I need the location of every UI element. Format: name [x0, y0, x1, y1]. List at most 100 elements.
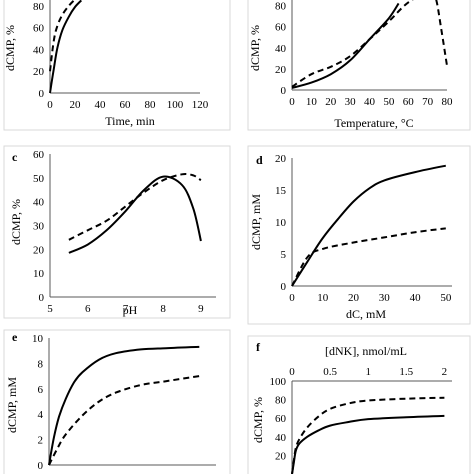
panel-d-ytick-label: 15: [275, 185, 287, 197]
panel-a-series-dashed-line: [49, 0, 76, 72]
panel-a-ytick-label: 0: [39, 88, 45, 100]
panel-d-ytick-label: 0: [281, 281, 287, 293]
panel-c-frame: [3, 145, 231, 319]
panel-c-ytick-label: 10: [33, 268, 45, 280]
panel-f-frame: [247, 335, 471, 474]
panel-d-frame: [247, 145, 471, 325]
panel-f-ytick-label: 20: [275, 450, 287, 462]
panel-e-frame: [3, 329, 231, 474]
panel-f-ytick-label: 40: [275, 432, 287, 444]
panel-f-xtick-label: 2: [442, 366, 448, 378]
panel-b-ytick-label: 40: [275, 43, 287, 55]
panel-c-ytick-label: 40: [33, 197, 45, 209]
panel-f-ytick-label: 80: [275, 395, 287, 407]
panel-f-ytick-label: 60: [275, 413, 287, 425]
panel-b-xtick-label: 50: [383, 96, 395, 108]
panel-d-xlabel: dC, mM: [346, 307, 386, 321]
panel-c-ytick-label: 0: [39, 292, 45, 304]
panel-e-ylabel: dCMP, mM: [5, 377, 19, 433]
panel-c-letter: c: [12, 150, 18, 164]
panel-a-xlabel: Time, min: [105, 114, 155, 128]
panel-b-xtick-label: 70: [422, 96, 434, 108]
panel-b-xtick-label: 30: [345, 96, 357, 108]
panel-d-xtick-label: 0: [289, 292, 295, 304]
panel-f-ytick-label: 100: [270, 376, 287, 388]
panel-b-series-solid-line: [291, 2, 400, 89]
panel-b-xlabel: Temperature, °C: [334, 116, 413, 130]
panel-b-frame: [247, 0, 471, 131]
panel-d-xtick-label: 30: [379, 292, 391, 304]
panel-b-xtick-label: 60: [403, 96, 415, 108]
panel-b-series-dashed-line: [291, 0, 448, 88]
panel-a-xtick-label: 80: [145, 99, 157, 111]
panel-c-ytick-label: 20: [33, 244, 45, 256]
panel-d-ytick-label: 5: [281, 249, 287, 261]
panel-b-ylabel: dCMP, %: [248, 25, 262, 71]
panel-c-series-solid-line: [68, 175, 202, 254]
panel-f-series-dashed-line: [291, 396, 445, 474]
panel-e-ytick-label: 2: [38, 435, 44, 447]
panel-a-series-solid-line: [49, 0, 83, 94]
panel-b-ytick-label: 60: [275, 22, 287, 34]
panel-f-series-solid-line: [291, 414, 445, 474]
panel-f-letter: f: [256, 340, 261, 354]
panel-a-ytick-label: 40: [33, 44, 45, 56]
panel-e-ytick-label: 8: [38, 358, 44, 370]
panel-d-xtick-label: 50: [440, 292, 452, 304]
panel-c-xtick-label: 9: [198, 303, 204, 315]
panel-e-ytick-label: 6: [38, 384, 44, 396]
panel-e-letter: e: [12, 330, 18, 344]
panel-d-xtick-label: 10: [317, 292, 329, 304]
panel-b-ytick-label: 0: [281, 85, 287, 97]
panel-c-xtick-label: 6: [85, 303, 91, 315]
panel-c-ytick-label: 50: [33, 173, 45, 185]
panel-a-xtick-label: 40: [95, 99, 107, 111]
panel-e-ytick-label: 0: [38, 460, 44, 472]
panel-b-xtick-label: 10: [306, 96, 318, 108]
panel-a-xtick-label: 0: [47, 99, 53, 111]
panel-d-ytick-label: 20: [275, 153, 287, 165]
panel-f-xtick-label: 0: [289, 366, 295, 378]
panel-a-ylabel: dCMP, %: [3, 25, 17, 71]
panel-c-xtick-label: 8: [160, 303, 166, 315]
panel-b-xtick-label: 80: [442, 96, 454, 108]
panel-d-xtick-label: 20: [348, 292, 360, 304]
panel-b-xtick-label: 40: [364, 96, 376, 108]
panel-c-xlabel: pH: [123, 303, 138, 317]
panel-f-xtick-label: 0.5: [323, 366, 337, 378]
panel-c-ytick-label: 60: [33, 149, 45, 161]
panel-d-series-dashed-line: [291, 227, 446, 287]
panel-f-ylabel: dCMP, %: [251, 397, 265, 443]
panel-e-ytick-label: 10: [32, 333, 44, 345]
panel-a-xtick-label: 120: [192, 99, 209, 111]
panel-a-xtick-label: 20: [70, 99, 82, 111]
panel-b-ytick-label: 80: [275, 1, 287, 13]
panel-a-ytick-label: 20: [33, 66, 45, 78]
panel-c-xtick-label: 5: [47, 303, 53, 315]
panel-a-xtick-label: 100: [167, 99, 184, 111]
panel-a-ytick-label: 80: [33, 1, 45, 13]
panel-f-xtick-label: 1: [365, 366, 371, 378]
panel-b-xtick-label: 20: [325, 96, 337, 108]
panel-a-ytick-label: 60: [33, 23, 45, 35]
panel-e-series-dashed-line: [48, 375, 200, 466]
panel-c-ytick-label: 30: [33, 221, 45, 233]
panel-a-xtick-label: 60: [120, 99, 132, 111]
panel-e-series-solid-line: [48, 345, 200, 466]
panel-d-series-solid-line: [291, 164, 446, 287]
panel-a-frame: [3, 0, 231, 131]
panel-c-ylabel: dCMP, %: [9, 199, 23, 245]
panel-f-xlabel: [dNK], nmol/mL: [325, 344, 407, 358]
panel-d-ylabel: dCMP, mM: [249, 194, 263, 250]
panel-d-xtick-label: 40: [410, 292, 422, 304]
panel-d-letter: d: [256, 153, 263, 167]
panel-c-series-dashed-line: [68, 173, 202, 241]
panel-b-xtick-label: 0: [289, 96, 295, 108]
panel-e-ytick-label: 4: [38, 409, 44, 421]
panel-b-ytick-label: 20: [275, 64, 287, 76]
panel-d-ytick-label: 10: [275, 217, 287, 229]
panel-f-xtick-label: 1.5: [399, 366, 413, 378]
panel-c-xtick-label: 7: [123, 303, 129, 315]
